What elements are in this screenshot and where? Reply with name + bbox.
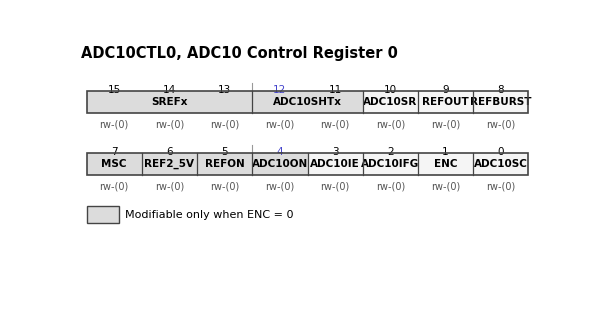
Text: 14: 14 xyxy=(163,85,176,95)
Text: rw-(0): rw-(0) xyxy=(320,120,350,129)
Text: Modifiable only when ENC = 0: Modifiable only when ENC = 0 xyxy=(125,210,293,220)
Bar xyxy=(252,91,363,112)
Text: 3: 3 xyxy=(332,147,338,157)
Text: rw-(0): rw-(0) xyxy=(155,120,184,129)
Text: rw-(0): rw-(0) xyxy=(376,120,405,129)
Text: 8: 8 xyxy=(497,85,504,95)
Text: 6: 6 xyxy=(166,147,173,157)
Bar xyxy=(363,153,418,175)
Bar xyxy=(86,91,529,112)
Text: 4: 4 xyxy=(277,147,283,157)
Text: 9: 9 xyxy=(442,85,449,95)
Text: rw-(0): rw-(0) xyxy=(486,120,515,129)
Text: rw-(0): rw-(0) xyxy=(100,182,129,192)
Text: rw-(0): rw-(0) xyxy=(376,182,405,192)
Text: 13: 13 xyxy=(218,85,231,95)
Bar xyxy=(86,153,142,175)
Bar xyxy=(308,153,363,175)
Text: rw-(0): rw-(0) xyxy=(431,182,460,192)
Text: MSC: MSC xyxy=(101,159,127,169)
Bar xyxy=(86,153,529,175)
Bar xyxy=(86,206,119,223)
Bar xyxy=(197,153,252,175)
Bar xyxy=(418,91,473,112)
Text: rw-(0): rw-(0) xyxy=(100,120,129,129)
Text: rw-(0): rw-(0) xyxy=(486,182,515,192)
Text: ADC10IE: ADC10IE xyxy=(310,159,360,169)
Bar xyxy=(363,91,418,112)
Text: rw-(0): rw-(0) xyxy=(210,182,239,192)
Text: rw-(0): rw-(0) xyxy=(431,120,460,129)
Text: rw-(0): rw-(0) xyxy=(210,120,239,129)
Text: REFOUT: REFOUT xyxy=(422,97,469,107)
Text: ADC10CTL0, ADC10 Control Register 0: ADC10CTL0, ADC10 Control Register 0 xyxy=(81,46,398,61)
Text: 11: 11 xyxy=(328,85,342,95)
Text: 0: 0 xyxy=(497,147,504,157)
Text: rw-(0): rw-(0) xyxy=(155,182,184,192)
Text: 2: 2 xyxy=(387,147,394,157)
Text: rw-(0): rw-(0) xyxy=(265,182,295,192)
Text: ADC10IFG: ADC10IFG xyxy=(361,159,419,169)
Text: 5: 5 xyxy=(221,147,228,157)
Text: ENC: ENC xyxy=(434,159,457,169)
Text: 15: 15 xyxy=(107,85,121,95)
Text: 10: 10 xyxy=(384,85,397,95)
Text: rw-(0): rw-(0) xyxy=(265,120,295,129)
Bar xyxy=(86,91,252,112)
Text: REF2_5V: REF2_5V xyxy=(145,159,194,169)
Bar xyxy=(473,91,529,112)
Text: 12: 12 xyxy=(273,85,287,95)
Text: REFON: REFON xyxy=(205,159,245,169)
Bar xyxy=(473,153,529,175)
Text: ADC10SHTx: ADC10SHTx xyxy=(273,97,342,107)
Text: ADC10SC: ADC10SC xyxy=(474,159,528,169)
Text: 1: 1 xyxy=(442,147,449,157)
Text: rw-(0): rw-(0) xyxy=(320,182,350,192)
Text: ADC10ON: ADC10ON xyxy=(252,159,308,169)
Bar xyxy=(252,153,308,175)
Text: ADC10SR: ADC10SR xyxy=(363,97,418,107)
Bar xyxy=(142,153,197,175)
Text: SREFx: SREFx xyxy=(151,97,188,107)
Text: 7: 7 xyxy=(111,147,118,157)
Bar xyxy=(418,153,473,175)
Text: REFBURST: REFBURST xyxy=(470,97,532,107)
